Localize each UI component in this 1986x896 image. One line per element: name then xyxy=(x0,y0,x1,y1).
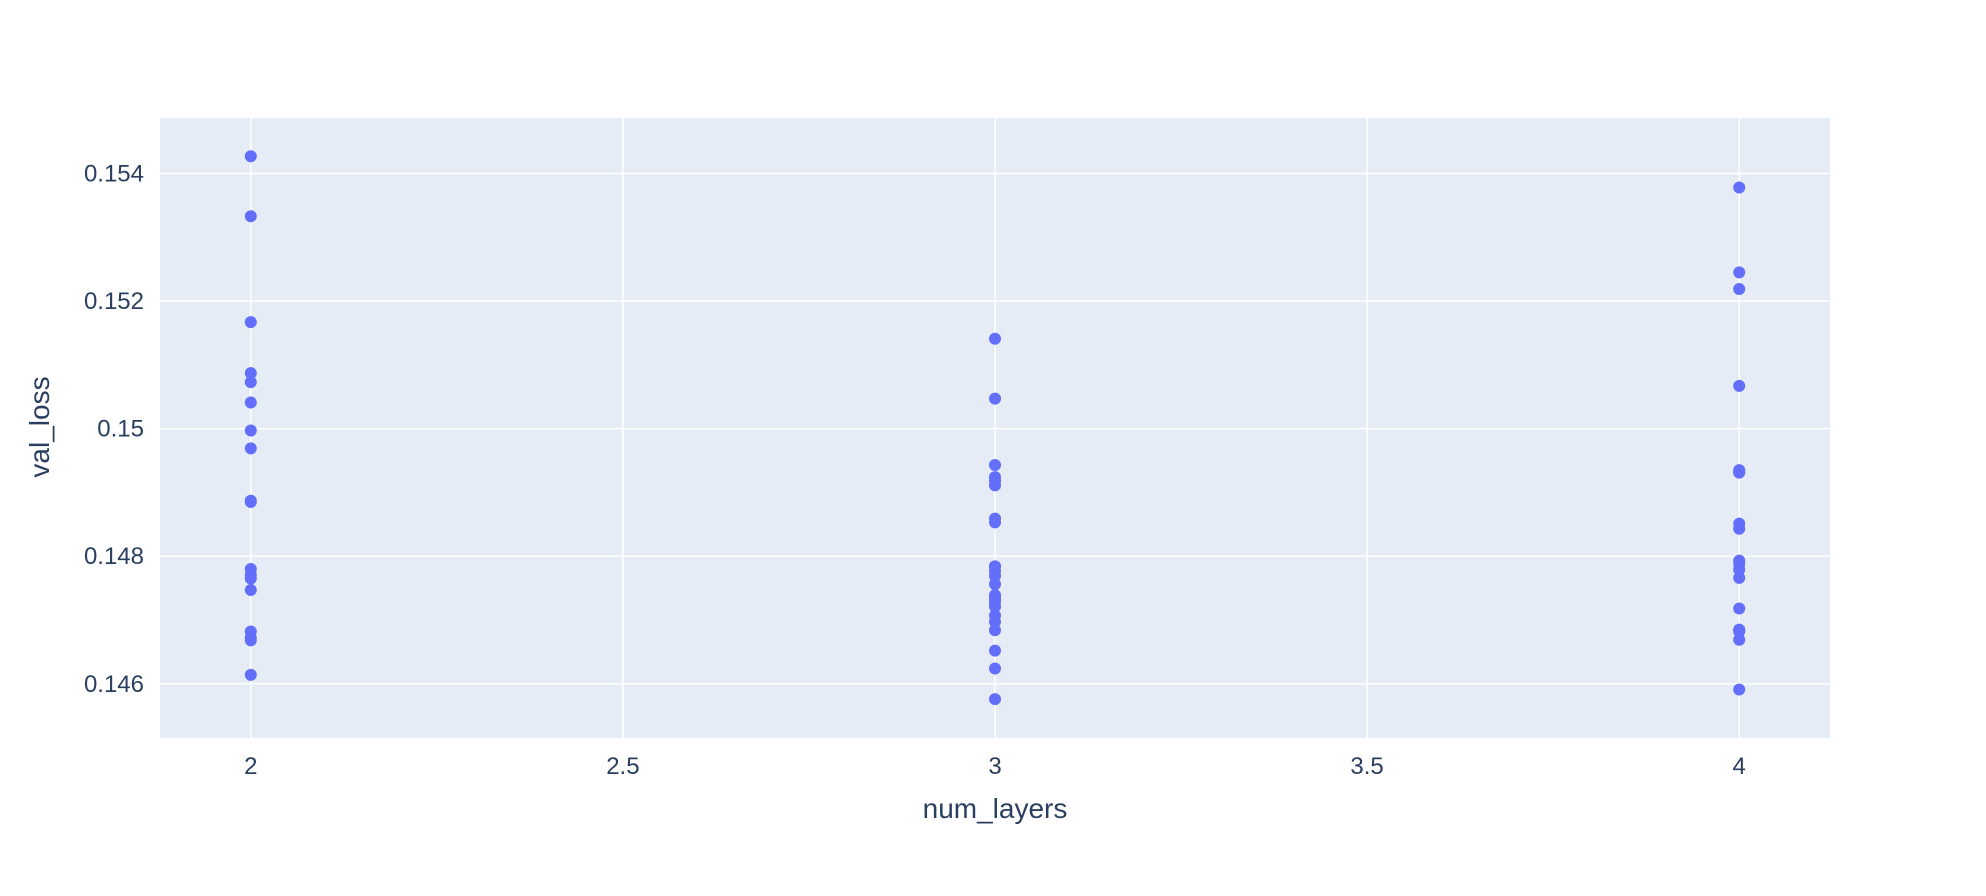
x-tick-labels: 2 2.5 3 3.5 4 xyxy=(244,753,1746,780)
data-point[interactable] xyxy=(989,560,1001,573)
data-points xyxy=(244,150,1746,706)
y-tick-label: 0.154 xyxy=(84,160,144,187)
data-point[interactable] xyxy=(1733,282,1746,295)
data-point[interactable] xyxy=(1733,522,1746,535)
y-tick-labels: 0.146 0.148 0.15 0.152 0.154 xyxy=(84,160,144,697)
data-point[interactable] xyxy=(989,569,1001,582)
data-point[interactable] xyxy=(1733,683,1746,696)
data-point[interactable] xyxy=(244,442,257,455)
x-tick-label: 2 xyxy=(244,753,257,780)
data-point[interactable] xyxy=(1733,266,1746,279)
x-tick-label: 3.5 xyxy=(1350,753,1383,780)
data-point[interactable] xyxy=(244,495,257,508)
data-point[interactable] xyxy=(1733,466,1746,479)
data-point[interactable] xyxy=(989,591,1001,604)
data-point[interactable] xyxy=(989,600,1001,613)
data-point[interactable] xyxy=(989,516,1001,529)
data-point[interactable] xyxy=(989,624,1001,637)
data-point[interactable] xyxy=(989,644,1001,657)
data-point[interactable] xyxy=(989,693,1001,706)
data-point[interactable] xyxy=(244,150,257,163)
data-point[interactable] xyxy=(244,634,257,647)
data-point[interactable] xyxy=(1733,379,1746,392)
x-axis-title: num_layers xyxy=(923,793,1068,824)
x-tick-label: 4 xyxy=(1733,753,1746,780)
y-tick-label: 0.152 xyxy=(84,288,144,315)
data-point[interactable] xyxy=(244,376,257,389)
data-point[interactable] xyxy=(989,392,1001,405)
data-point[interactable] xyxy=(1733,602,1746,615)
data-point[interactable] xyxy=(989,479,1001,492)
data-point[interactable] xyxy=(1733,181,1746,194)
data-point[interactable] xyxy=(989,662,1001,675)
data-point[interactable] xyxy=(244,367,257,380)
data-point[interactable] xyxy=(1733,633,1746,646)
y-tick-label: 0.15 xyxy=(97,416,144,443)
data-point[interactable] xyxy=(244,424,257,437)
data-point[interactable] xyxy=(989,578,1001,591)
data-point[interactable] xyxy=(1733,563,1746,576)
y-tick-label: 0.146 xyxy=(84,671,144,698)
y-tick-label: 0.148 xyxy=(84,543,144,570)
data-point[interactable] xyxy=(989,332,1001,345)
x-tick-label: 3 xyxy=(988,753,1001,780)
data-point[interactable] xyxy=(244,316,257,329)
data-point[interactable] xyxy=(989,458,1001,471)
data-point[interactable] xyxy=(244,584,257,597)
data-point[interactable] xyxy=(989,615,1001,628)
data-point[interactable] xyxy=(244,396,257,409)
data-point[interactable] xyxy=(1733,571,1746,584)
gridlines xyxy=(160,118,1830,738)
y-axis-title: val_loss xyxy=(24,376,55,477)
data-point[interactable] xyxy=(244,210,257,223)
data-point[interactable] xyxy=(1733,624,1746,637)
data-point[interactable] xyxy=(244,572,257,585)
data-point[interactable] xyxy=(244,668,257,681)
x-tick-label: 2.5 xyxy=(606,753,639,780)
